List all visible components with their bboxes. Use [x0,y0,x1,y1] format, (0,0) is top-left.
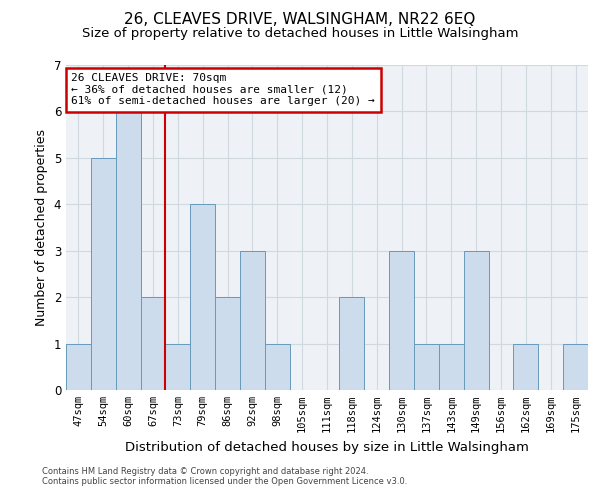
Bar [414,344,439,390]
Bar [265,344,290,390]
Y-axis label: Number of detached properties: Number of detached properties [35,129,48,326]
Bar [91,158,116,390]
Bar [464,250,488,390]
Bar [439,344,464,390]
Bar [514,344,538,390]
Text: Contains HM Land Registry data © Crown copyright and database right 2024.: Contains HM Land Registry data © Crown c… [42,467,368,476]
Bar [215,297,240,390]
Bar [190,204,215,390]
Bar [563,344,588,390]
Bar [389,250,414,390]
Text: Contains public sector information licensed under the Open Government Licence v3: Contains public sector information licen… [42,477,407,486]
Bar [240,250,265,390]
Bar [116,112,140,390]
Bar [140,297,166,390]
Bar [66,344,91,390]
Text: Size of property relative to detached houses in Little Walsingham: Size of property relative to detached ho… [82,28,518,40]
Text: 26, CLEAVES DRIVE, WALSINGHAM, NR22 6EQ: 26, CLEAVES DRIVE, WALSINGHAM, NR22 6EQ [124,12,476,28]
Bar [166,344,190,390]
Text: 26 CLEAVES DRIVE: 70sqm
← 36% of detached houses are smaller (12)
61% of semi-de: 26 CLEAVES DRIVE: 70sqm ← 36% of detache… [71,73,375,106]
Bar [340,297,364,390]
X-axis label: Distribution of detached houses by size in Little Walsingham: Distribution of detached houses by size … [125,440,529,454]
